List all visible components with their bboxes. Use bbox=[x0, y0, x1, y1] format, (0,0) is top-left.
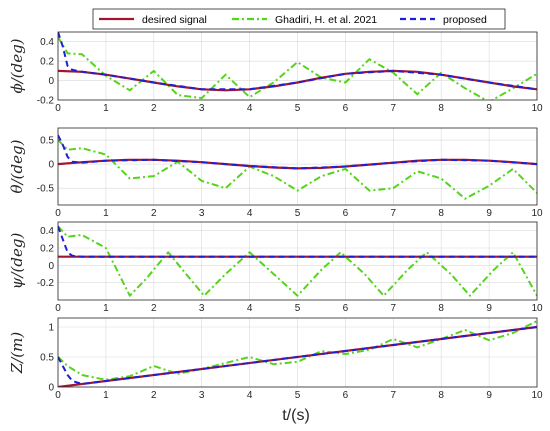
x-tick-label: 0 bbox=[55, 208, 61, 219]
series-line-ghadiri bbox=[58, 36, 537, 100]
y-tick-label: 0.5 bbox=[40, 353, 54, 364]
x-tick-label: 3 bbox=[199, 390, 205, 401]
subplot-1: 0 1 2 3 4 5 6 7 8 9 100.40.20-0.2ϕ/(deg) bbox=[8, 31, 543, 114]
x-tick-label: 1 bbox=[103, 103, 109, 114]
x-tick-label: 5 bbox=[295, 208, 301, 219]
y-tick-label: -0.2 bbox=[37, 278, 55, 289]
y-tick-label: 0.4 bbox=[40, 37, 54, 48]
y-tick-label: 0.4 bbox=[40, 226, 54, 237]
y-tick-label: 1 bbox=[48, 323, 54, 334]
legend-label-desired: desired signal bbox=[142, 14, 207, 26]
x-tick-label: 3 bbox=[199, 208, 205, 219]
x-tick-label: 9 bbox=[486, 390, 492, 401]
y-axis-label: θ/(deg) bbox=[8, 139, 26, 193]
axis-frame bbox=[57, 221, 538, 301]
x-tick-label: 10 bbox=[531, 390, 543, 401]
y-tick-label: -0.2 bbox=[37, 96, 55, 107]
axis-frame bbox=[57, 127, 538, 206]
x-tick-label: 8 bbox=[438, 208, 444, 219]
x-tick-label: 10 bbox=[531, 103, 543, 114]
x-tick-label: 8 bbox=[438, 390, 444, 401]
x-tick-label: 1 bbox=[103, 390, 109, 401]
subplot-2: 0 1 2 3 4 5 6 7 8 9 10 0.5 0 -0.5 θ/(deg) bbox=[8, 127, 543, 219]
series-line-proposed bbox=[58, 225, 537, 258]
y-tick-label: 0 bbox=[48, 76, 54, 87]
axis-frame bbox=[57, 317, 538, 388]
y-tick-label: 0 bbox=[48, 261, 54, 272]
x-tick-label: 4 bbox=[247, 303, 253, 314]
series-line-ghadiri bbox=[58, 139, 537, 200]
y-tick-label: 0 bbox=[48, 383, 54, 394]
x-tick-label: 5 bbox=[295, 103, 301, 114]
x-tick-label: 8 bbox=[438, 103, 444, 114]
x-tick-label: 8 bbox=[438, 303, 444, 314]
x-tick-label: 4 bbox=[247, 208, 253, 219]
x-tick-label: 7 bbox=[391, 103, 397, 114]
y-tick-label: 0.2 bbox=[40, 57, 54, 68]
y-axis-label: ψ/(deg) bbox=[8, 233, 26, 290]
legend-label-ghadiri: Ghadiri, H. et al. 2021 bbox=[275, 14, 377, 26]
x-tick-label: 4 bbox=[247, 103, 253, 114]
x-tick-label: 0 bbox=[55, 303, 61, 314]
series-line-ghadiri bbox=[58, 225, 537, 297]
x-tick-label: 5 bbox=[295, 390, 301, 401]
x-tick-label: 7 bbox=[391, 303, 397, 314]
x-tick-label: 2 bbox=[151, 208, 157, 219]
x-tick-label: 9 bbox=[486, 103, 492, 114]
x-axis-label: t/(s) bbox=[282, 407, 310, 424]
x-tick-label: 9 bbox=[486, 208, 492, 219]
x-tick-label: 4 bbox=[247, 390, 253, 401]
series-group bbox=[58, 225, 537, 297]
x-tick-label: 2 bbox=[151, 390, 157, 401]
series-group bbox=[58, 32, 537, 100]
x-tick-label: 10 bbox=[531, 208, 543, 219]
x-tick-label: 1 bbox=[103, 303, 109, 314]
x-tick-label: 2 bbox=[151, 303, 157, 314]
x-tick-label: 6 bbox=[343, 390, 349, 401]
x-tick-label: 3 bbox=[199, 103, 205, 114]
x-tick-label: 7 bbox=[391, 208, 397, 219]
y-axis-label: Z/(m) bbox=[8, 332, 26, 375]
y-tick-label: 0 bbox=[48, 160, 54, 171]
legend-label-proposed: proposed bbox=[443, 14, 487, 26]
y-tick-label: 0.2 bbox=[40, 244, 54, 255]
subplot-4: 0 1 2 3 4 5 6 7 8 9 10 1 0.5 0 Z/(m) bbox=[8, 317, 543, 401]
x-tick-label: 6 bbox=[343, 103, 349, 114]
x-tick-label: 2 bbox=[151, 103, 157, 114]
x-tick-label: 5 bbox=[295, 303, 301, 314]
x-tick-label: 0 bbox=[55, 103, 61, 114]
x-tick-label: 9 bbox=[486, 303, 492, 314]
series-line-proposed bbox=[58, 32, 537, 91]
series-line-proposed bbox=[58, 326, 537, 385]
series-line-ghadiri bbox=[58, 320, 537, 381]
axis-frame bbox=[57, 31, 538, 101]
y-tick-label: 0.5 bbox=[40, 136, 54, 147]
x-tick-label: 6 bbox=[343, 303, 349, 314]
x-tick-label: 1 bbox=[103, 208, 109, 219]
x-tick-label: 6 bbox=[343, 208, 349, 219]
series-line-proposed bbox=[58, 134, 537, 170]
x-tick-label: 10 bbox=[531, 303, 543, 314]
x-tick-label: 7 bbox=[391, 390, 397, 401]
y-axis-label: ϕ/(deg) bbox=[8, 38, 26, 93]
subplots: 0 1 2 3 4 5 6 7 8 9 100.40.20-0.2ϕ/(deg)0 1 2 3 4 5 6 7 8 9… bbox=[8, 31, 543, 401]
series-group bbox=[58, 134, 537, 200]
series-group bbox=[58, 320, 537, 387]
subplot-3: 0 1 2 3 4 5 6 7 8 9 10 0.4 0.2 0 -0.2 ψ/(deg) bbox=[8, 221, 543, 314]
y-tick-label: -0.5 bbox=[37, 184, 55, 195]
legend: desired signal Ghadiri, H. et al. 2021 p… bbox=[92, 8, 506, 30]
x-tick-label: 3 bbox=[199, 303, 205, 314]
legend-box bbox=[92, 8, 506, 30]
series-line-desired bbox=[58, 69, 537, 92]
x-tick-label: 0 bbox=[55, 390, 61, 401]
